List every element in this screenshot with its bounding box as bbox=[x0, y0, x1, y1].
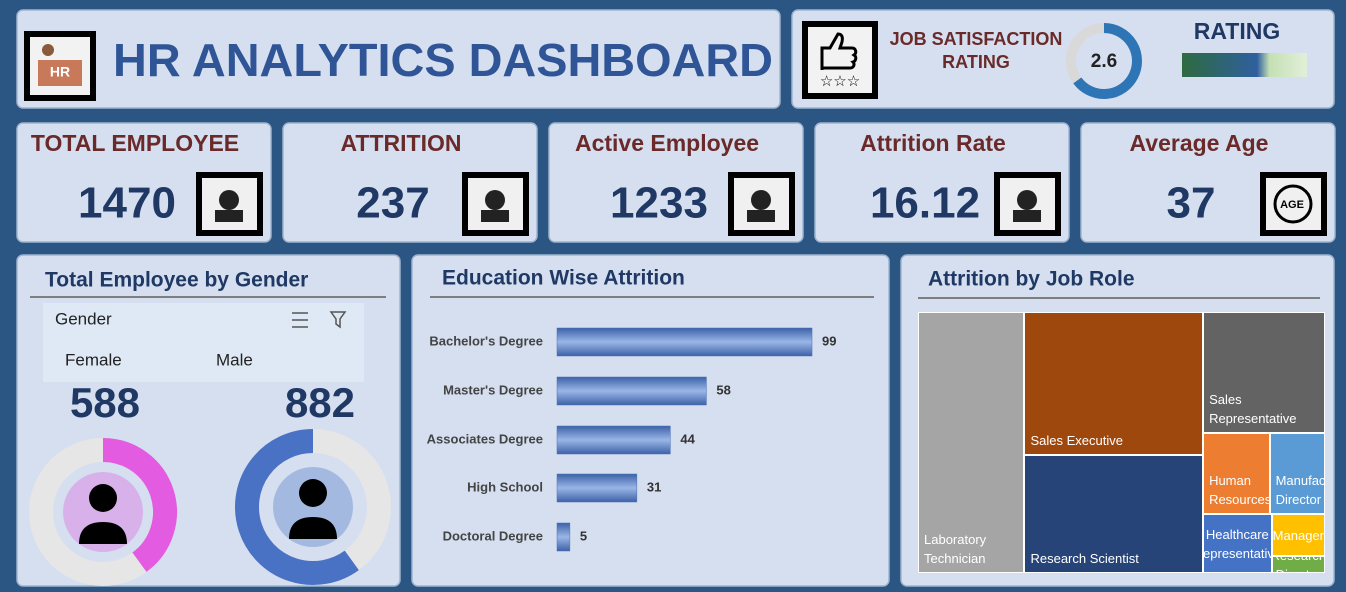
bar-value: 44 bbox=[680, 431, 695, 446]
treemap-label: Research Director bbox=[1273, 557, 1324, 572]
treemap-label: Manufacturing Director bbox=[1275, 473, 1325, 508]
satisfaction-title: JOB SATISFACTION RATING bbox=[889, 29, 1063, 72]
kpi-value: 37 bbox=[1167, 179, 1216, 228]
treemap-label: Sales Representative bbox=[1209, 392, 1297, 427]
gender-count: 882 bbox=[285, 379, 355, 426]
hr-icon-label: HR bbox=[50, 64, 70, 80]
treemap-label: Manager bbox=[1272, 527, 1324, 543]
kpi-icon-glyph bbox=[751, 190, 771, 210]
rating-legend-title: RATING bbox=[1194, 18, 1280, 44]
kpi-icon-glyph bbox=[215, 210, 243, 222]
dashboard-title: HR ANALYTICS DASHBOARD bbox=[113, 34, 773, 86]
kpi-icon-glyph bbox=[1013, 210, 1041, 222]
bar-category: Associates Degree bbox=[427, 431, 543, 446]
bar bbox=[556, 473, 638, 503]
header-panel bbox=[16, 9, 781, 109]
kpi-value: 237 bbox=[356, 179, 429, 228]
hr-icon: HR bbox=[24, 31, 96, 101]
kpi-icon-glyph bbox=[1017, 190, 1037, 210]
treemap-label: Sales Executive bbox=[1030, 433, 1123, 449]
treemap-cell: Sales Executive bbox=[1024, 312, 1204, 456]
treemap-label: Research Scientist bbox=[1030, 550, 1139, 566]
avatar-body bbox=[79, 522, 127, 544]
avatar-body bbox=[289, 517, 337, 539]
bar-value: 99 bbox=[822, 333, 836, 348]
treemap-cell: Healthcare Representative bbox=[1203, 514, 1272, 573]
treemap-label: Human Resources bbox=[1209, 473, 1270, 508]
avatar-head bbox=[299, 479, 327, 507]
bar-value: 5 bbox=[580, 528, 587, 543]
kpi-icon-glyph bbox=[219, 190, 239, 210]
treemap-cell: Research Director bbox=[1271, 556, 1325, 573]
slicer-item[interactable]: Male bbox=[216, 350, 253, 369]
treemap-cell: Sales Representative bbox=[1203, 312, 1325, 434]
gauge-value: 2.6 bbox=[1091, 51, 1117, 72]
kpi-label: Active Employee bbox=[575, 130, 759, 156]
treemap: Laboratory Technician Sales Executive Rese… bbox=[918, 312, 1325, 573]
svg-text:☆☆☆: ☆☆☆ bbox=[820, 73, 860, 90]
bar-value: 58 bbox=[716, 382, 730, 397]
kpi-icon-glyph bbox=[485, 190, 505, 210]
gender-title: Total Employee by Gender bbox=[45, 269, 308, 292]
rating-color-scale bbox=[1182, 53, 1307, 77]
gender-count: 588 bbox=[70, 379, 140, 426]
kpi-label: Attrition Rate bbox=[860, 130, 1006, 156]
kpi-icon-ring bbox=[1273, 184, 1313, 224]
bar-category: Master's Degree bbox=[443, 382, 543, 397]
donut-arc bbox=[102, 438, 177, 572]
bar-category: Doctoral Degree bbox=[443, 528, 543, 543]
slicer-item[interactable]: Female bbox=[65, 350, 122, 369]
kpi-value: 1470 bbox=[78, 179, 176, 228]
bar bbox=[556, 376, 707, 406]
treemap-cell: Research Scientist bbox=[1024, 455, 1204, 573]
satisfaction-panel bbox=[791, 9, 1335, 109]
thumbs-icon: ☆☆☆ bbox=[802, 21, 878, 99]
kpi-value: 16.12 bbox=[870, 179, 980, 228]
gender-slicer[interactable] bbox=[43, 303, 364, 382]
avatar-head bbox=[89, 484, 117, 512]
education-title: Education Wise Attrition bbox=[442, 267, 685, 290]
bar-category: High School bbox=[467, 479, 543, 494]
kpi-label: Average Age bbox=[1130, 130, 1269, 156]
treemap-cell: Laboratory Technician bbox=[918, 312, 1025, 573]
kpi-icon-glyph bbox=[481, 210, 509, 222]
kpi-icon-glyph bbox=[747, 210, 775, 222]
kpi-label: TOTAL EMPLOYEE bbox=[31, 130, 239, 156]
kpi-label: ATTRITION bbox=[341, 130, 462, 156]
treemap-cell: Human Resources bbox=[1203, 433, 1270, 515]
donut-arc bbox=[235, 429, 359, 585]
bar bbox=[556, 522, 571, 552]
satisfaction-title-box: JOB SATISFACTION RATING bbox=[889, 29, 1063, 72]
bar-category: Bachelor's Degree bbox=[429, 333, 543, 348]
bar bbox=[556, 425, 671, 455]
jobrole-title: Attrition by Job Role bbox=[928, 268, 1135, 291]
slicer-label: Gender bbox=[55, 309, 112, 328]
treemap-cell: Manager bbox=[1271, 514, 1325, 557]
slicer-buttons[interactable] bbox=[292, 311, 347, 329]
treemap-label: Healthcare Representative bbox=[1203, 526, 1271, 561]
kpi-value: 1233 bbox=[610, 179, 708, 228]
bar-value: 31 bbox=[647, 479, 661, 494]
treemap-cell: Manufacturing Director bbox=[1269, 433, 1325, 515]
treemap-label: Laboratory Technician bbox=[924, 532, 987, 566]
bar bbox=[556, 327, 813, 357]
kpi-icon-label: AGE bbox=[1280, 199, 1304, 211]
gauge-arc bbox=[1073, 23, 1142, 99]
